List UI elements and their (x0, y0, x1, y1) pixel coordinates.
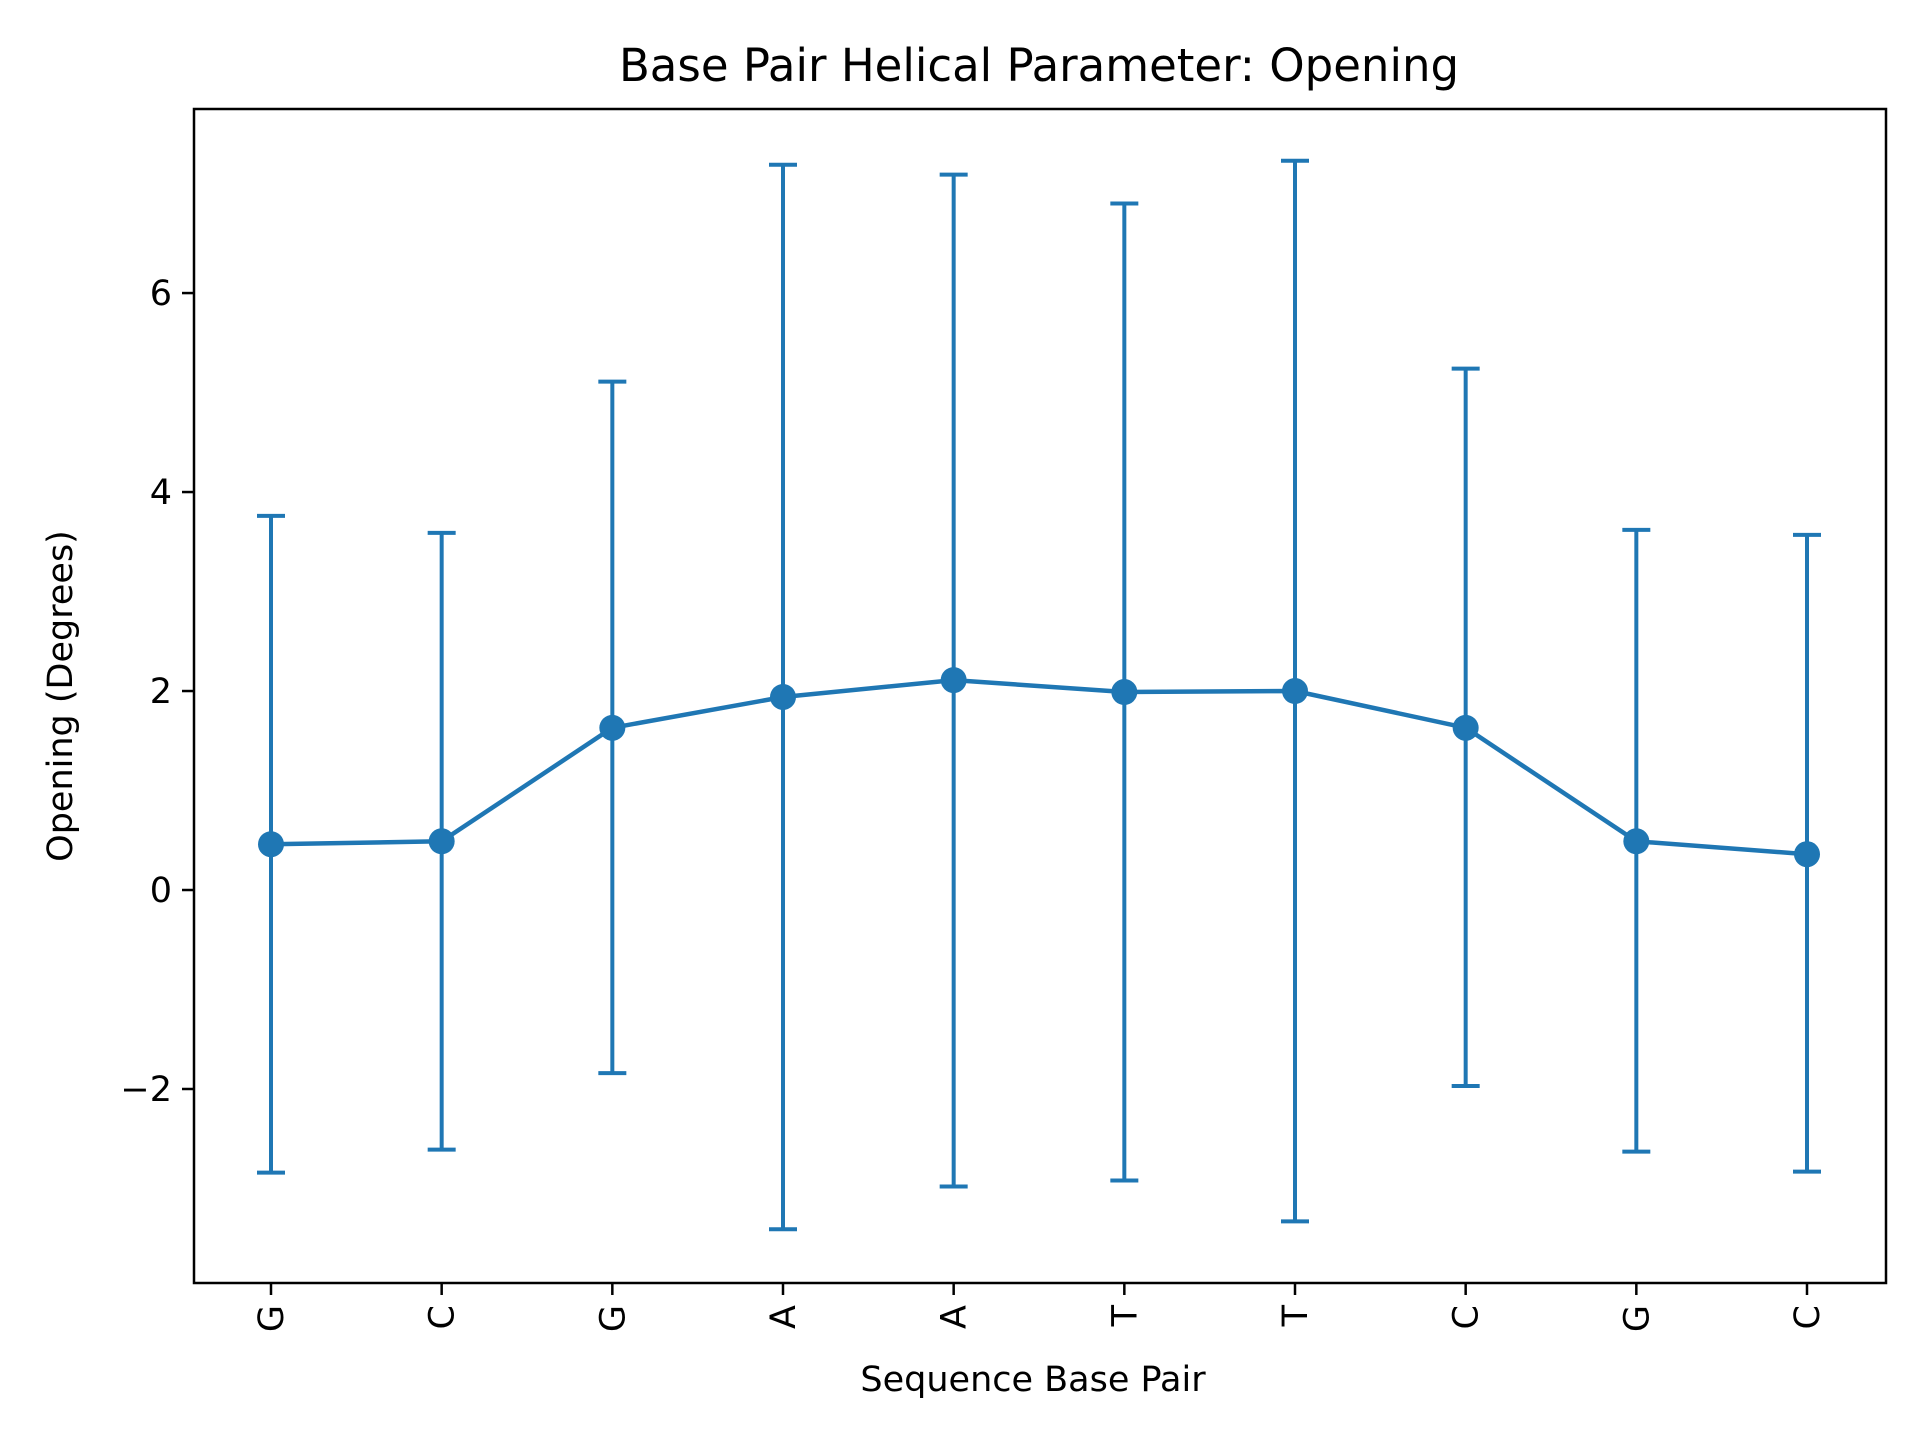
x-tick-label-8: G (1617, 1305, 1657, 1332)
data-point-7 (1452, 714, 1479, 741)
y-tick-label-1: 0 (150, 871, 172, 911)
chart-title: Base Pair Helical Parameter: Opening (619, 39, 1459, 92)
data-point-1 (428, 828, 455, 855)
x-tick-label-9: C (1788, 1305, 1828, 1329)
y-axis-label: Opening (Degrees) (41, 530, 81, 862)
x-tick-label-1: C (423, 1305, 463, 1329)
y-axis: −2 0 2 4 6 (120, 274, 194, 1110)
data-point-0 (258, 831, 284, 858)
data-point-4 (940, 667, 967, 694)
x-tick-label-5: T (1105, 1304, 1145, 1327)
x-tick-label-7: C (1447, 1305, 1487, 1329)
y-tick-label-2: 2 (150, 672, 172, 712)
data-point-5 (1111, 679, 1138, 706)
x-tick-label-0: G (252, 1305, 292, 1332)
data-point-3 (770, 683, 796, 710)
x-tick-label-6: T (1276, 1304, 1316, 1327)
y-tick-label-0: −2 (120, 1070, 172, 1110)
x-tick-label-3: A (764, 1305, 804, 1329)
x-axis-label: Sequence Base Pair (860, 1360, 1206, 1400)
data-point-6 (1282, 678, 1308, 705)
data-point-9 (1794, 841, 1820, 868)
series-line (270, 677, 1808, 857)
x-tick-label-4: A (935, 1305, 975, 1329)
plot-area (257, 158, 1821, 1232)
data-point-8 (1623, 828, 1650, 855)
data-point-2 (599, 714, 626, 741)
x-tick-label-2: G (593, 1305, 633, 1332)
axes-frame (192, 107, 1888, 1285)
y-tick-label-4: 6 (150, 274, 172, 314)
y-tick-label-3: 4 (150, 473, 172, 513)
